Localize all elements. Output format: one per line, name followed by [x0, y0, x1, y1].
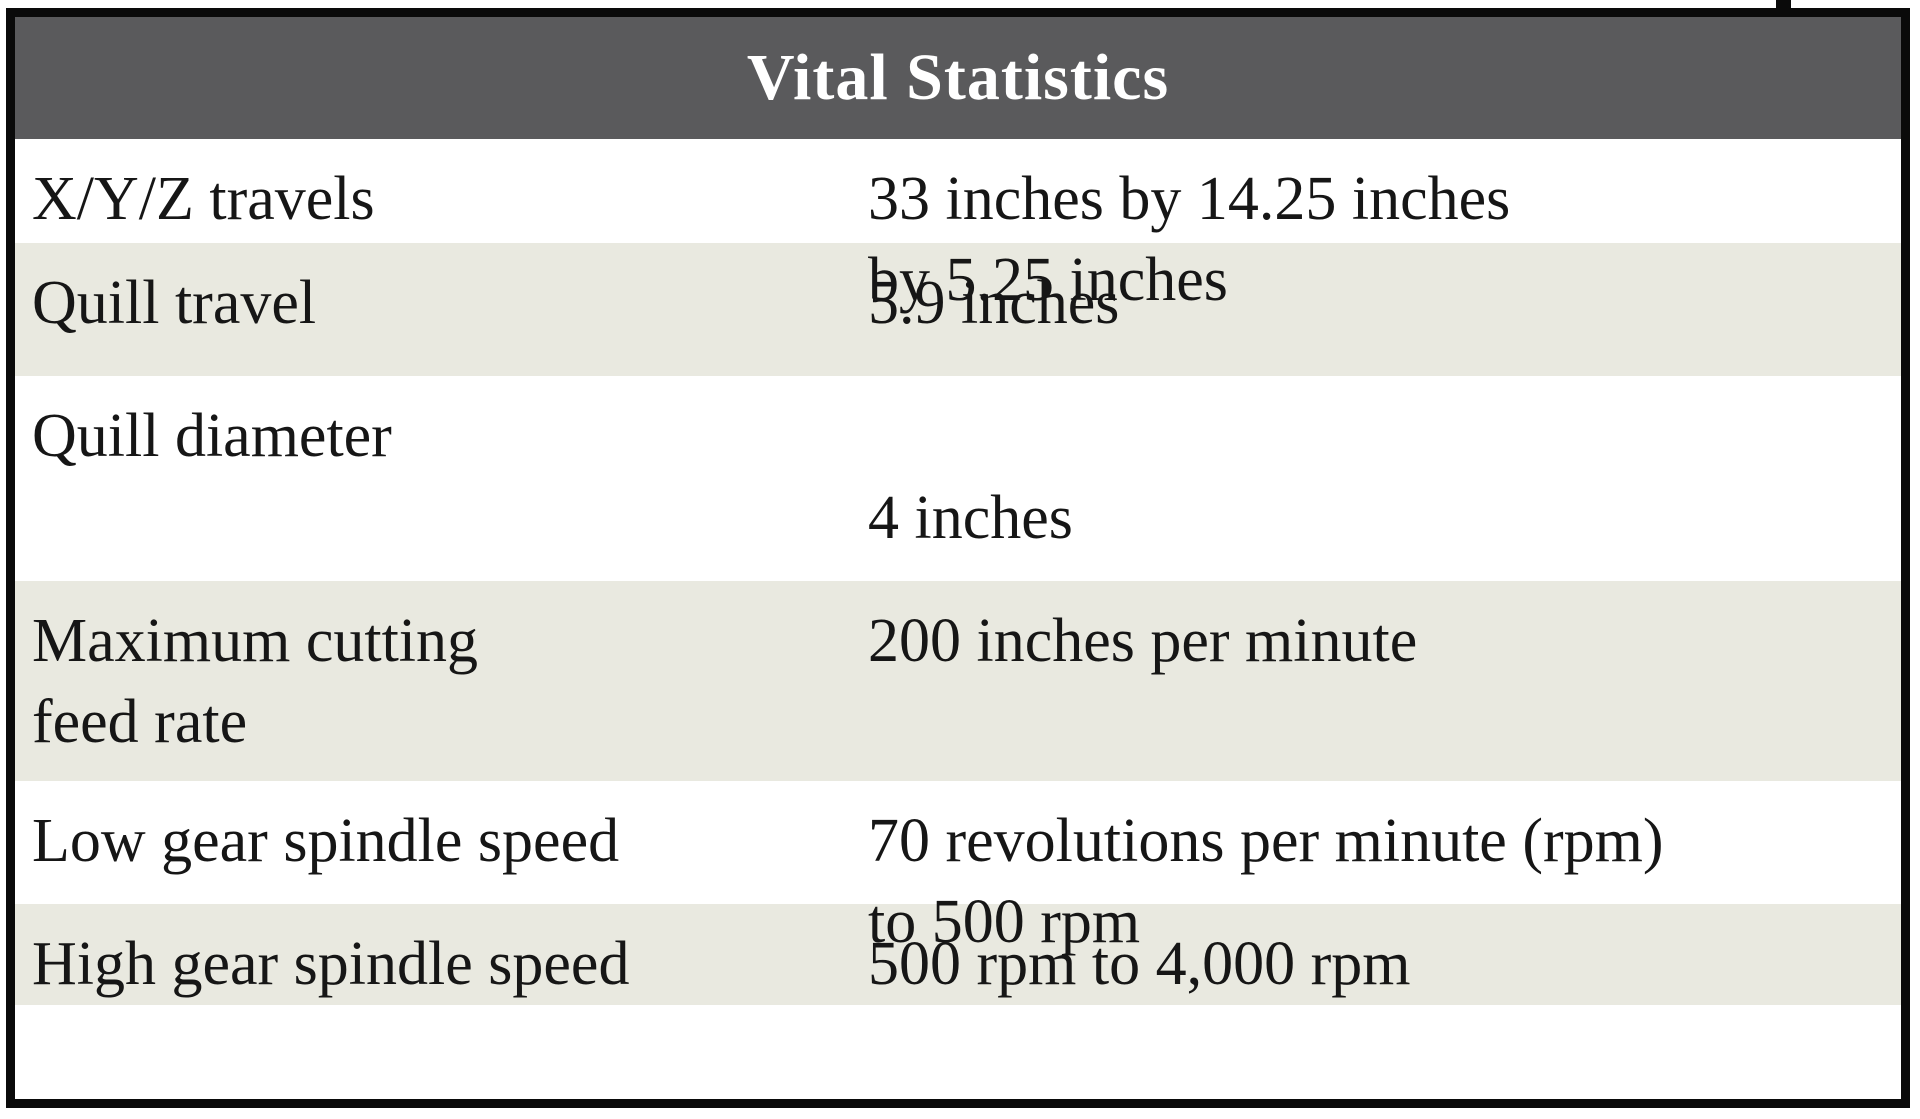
table-row: Low gear spindle speed 70 revolutions pe…: [15, 781, 1901, 956]
row-value: 33 inches by 14.25 inches by 5.25 inches: [868, 165, 1511, 314]
row-label: Low gear spindle speed: [32, 807, 620, 875]
row-label: X/Y/Z travels: [32, 165, 375, 233]
table-row: X/Y/Z travels 33 inches by 14.25 inches …: [15, 139, 1901, 314]
table-title: Vital Statistics: [15, 17, 1901, 139]
row-value: 4 inches: [868, 484, 1073, 552]
table-row: Maximum cutting feed rate 200 inches per…: [15, 581, 1901, 781]
row-value: 70 revolutions per minute (rpm) to 500 r…: [868, 807, 1664, 956]
row-label: Quill travel: [32, 269, 317, 337]
row-label: Maximum cutting feed rate: [32, 607, 479, 756]
row-label: Quill diameter: [32, 402, 392, 470]
row-value: 200 inches per minute: [868, 607, 1418, 675]
row-value: 5.9 inches: [868, 269, 1120, 337]
row-label: High gear spindle speed: [32, 930, 630, 998]
row-value: 500 rpm to 4,000 rpm: [868, 930, 1411, 998]
vital-statistics-table: Vital Statistics X/Y/Z travels 33 inches…: [6, 8, 1910, 1108]
table-row: Quill travel 5.9 inches: [15, 243, 1901, 376]
table-row: High gear spindle speed 500 rpm to 4,000…: [15, 904, 1901, 1005]
table-row: Quill diameter 4 inches: [15, 376, 1901, 581]
